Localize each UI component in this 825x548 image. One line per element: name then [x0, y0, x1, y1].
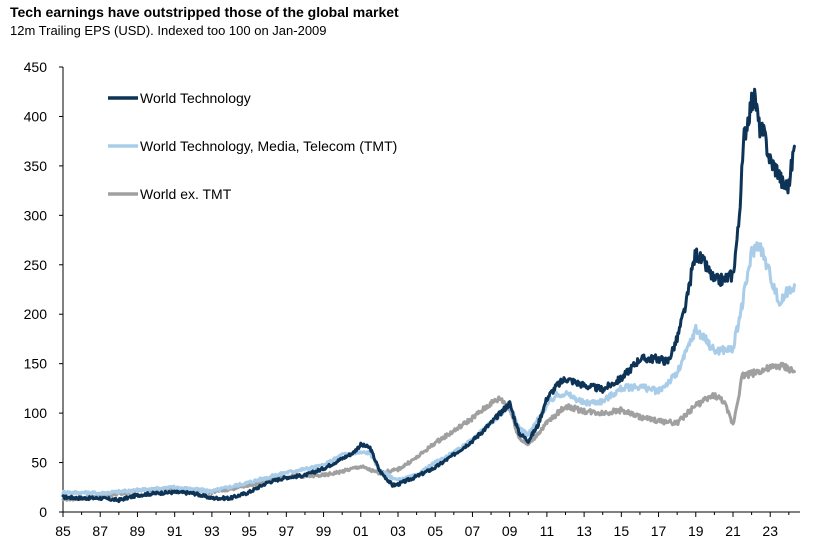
legend-label: World Technology	[140, 90, 251, 106]
x-tick-label: 15	[614, 523, 630, 539]
y-tick-label: 450	[24, 59, 48, 75]
y-tick-label: 400	[24, 108, 48, 124]
y-tick-label: 350	[24, 158, 48, 174]
x-tick-label: 11	[540, 523, 555, 539]
series-lines	[61, 87, 796, 504]
chart-subtitle: 12m Trailing EPS (USD). Indexed too 100 …	[10, 23, 327, 38]
x-tick-label: 95	[241, 523, 257, 539]
legend: World Technology World Technology, Media,…	[108, 90, 397, 202]
series-world-technology	[61, 87, 796, 504]
x-tick-label: 21	[725, 523, 741, 539]
y-tick-label: 200	[24, 306, 48, 322]
y-tick-label: 0	[39, 504, 47, 520]
y-tick-label: 300	[24, 207, 48, 223]
x-tick-label: 99	[316, 523, 332, 539]
y-tick-label: 50	[31, 455, 47, 471]
x-tick-label: 03	[390, 523, 406, 539]
x-tick-label: 85	[55, 523, 71, 539]
legend-label: World ex. TMT	[140, 186, 232, 202]
series-world-ex-tmt	[61, 361, 796, 502]
x-tick-label: 97	[279, 523, 295, 539]
y-tick-label: 100	[24, 405, 48, 421]
x-tick-label: 91	[167, 523, 183, 539]
series-world-tmt	[61, 241, 796, 496]
x-tick-label: 23	[762, 523, 778, 539]
x-tick-label: 07	[465, 523, 481, 539]
x-tick-label: 93	[204, 523, 220, 539]
x-tick-label: 05	[427, 523, 443, 539]
chart-title: Tech earnings have outstripped those of …	[10, 4, 399, 20]
x-tick-label: 13	[576, 523, 592, 539]
y-tick-label: 150	[24, 356, 48, 372]
y-axis: 0 50 100 150 200 250 300 350 400 450	[24, 59, 64, 520]
legend-label: World Technology, Media, Telecom (TMT)	[140, 138, 397, 154]
x-tick-label: 09	[502, 523, 518, 539]
y-tick-label: 250	[24, 257, 48, 273]
x-tick-label: 01	[353, 523, 369, 539]
x-tick-label: 89	[130, 523, 146, 539]
x-axis: 85 87 89 91 93 95 97 99 01 03 05 07 09 11 13 15 17 19 21 23	[55, 511, 800, 539]
x-tick-label: 87	[92, 523, 108, 539]
x-tick-label: 19	[688, 523, 704, 539]
x-tick-label: 17	[651, 523, 667, 539]
